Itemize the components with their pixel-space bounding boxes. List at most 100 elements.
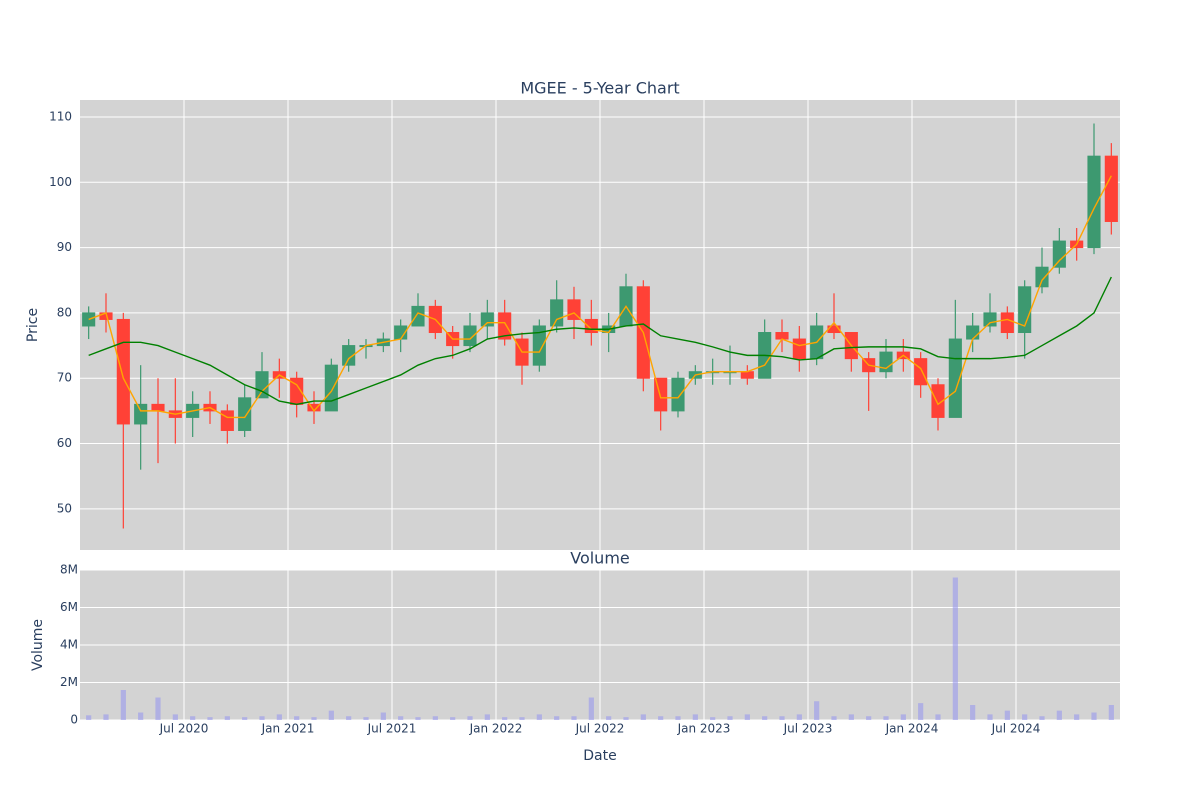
volume-bar	[172, 714, 178, 720]
volume-bar	[1039, 716, 1045, 720]
volume-bar	[796, 714, 802, 720]
volume-bar	[623, 717, 629, 720]
y-tick-label: 80	[57, 305, 72, 319]
x-tick-label: Jan 2024	[885, 722, 939, 736]
candle-body	[914, 358, 928, 386]
volume-bar	[848, 714, 854, 720]
volume-bar	[276, 714, 282, 720]
volume-bar	[1091, 712, 1097, 720]
volume-bar	[259, 716, 265, 720]
volume-axis-title: Volume	[30, 619, 46, 671]
volume-bar	[900, 714, 906, 720]
candle-body	[532, 325, 546, 366]
candle-body	[342, 345, 356, 366]
volume-bar	[155, 697, 161, 720]
x-tick-label: Jan 2022	[469, 722, 523, 736]
volume-bar	[952, 577, 958, 720]
x-tick-label: Jul 2023	[783, 722, 833, 736]
candle-body	[550, 299, 564, 327]
volume-bar	[1108, 705, 1114, 720]
y-tick-label: 8M	[60, 563, 78, 577]
volume-bar	[224, 716, 230, 720]
volume-bar	[328, 710, 334, 720]
volume-bar	[1056, 710, 1062, 720]
candle-body	[324, 364, 338, 412]
candle-body	[1052, 240, 1066, 268]
x-axis-title: Date	[583, 748, 616, 764]
candle-body	[220, 410, 234, 431]
volume-bar	[346, 716, 352, 720]
candle-body	[1104, 155, 1118, 222]
y-tick-label: 4M	[60, 638, 78, 652]
volume-bar	[987, 714, 993, 720]
volume-bar	[675, 716, 681, 720]
candle-body	[116, 318, 130, 425]
x-tick-label: Jan 2023	[677, 722, 731, 736]
volume-bar	[831, 716, 837, 720]
volume-bar	[363, 717, 369, 720]
y-tick-label: 50	[57, 501, 72, 515]
volume-bar	[138, 712, 144, 720]
moving-average-line	[88, 175, 1112, 419]
volume-bar	[779, 716, 785, 720]
volume-bar	[606, 716, 612, 720]
y-tick-label: 70	[57, 371, 72, 385]
volume-bar	[1004, 710, 1010, 720]
candle-body	[966, 325, 980, 340]
candle-body	[740, 371, 754, 379]
candle-body	[1000, 312, 1014, 334]
candle-body	[238, 397, 252, 431]
volume-bar	[103, 714, 109, 720]
volume-bar	[970, 705, 976, 720]
volume-bar	[727, 716, 733, 720]
candle-body	[1035, 266, 1049, 288]
volume-bar	[658, 716, 664, 720]
volume-bar	[467, 716, 473, 720]
volume-bar	[918, 703, 924, 720]
candle-body	[792, 338, 806, 360]
volume-bar	[883, 716, 889, 720]
y-axis-title: Price	[25, 308, 41, 342]
candle-body	[498, 312, 512, 340]
volume-bar	[640, 714, 646, 720]
volume-title: Volume	[570, 549, 630, 568]
volume-bar	[814, 701, 820, 720]
volume-bar	[450, 717, 456, 720]
volume-bar	[1022, 714, 1028, 720]
volume-bar	[692, 714, 698, 720]
volume-bar	[415, 717, 421, 720]
x-tick-label: Jul 2024	[991, 722, 1041, 736]
volume-bar	[935, 714, 941, 720]
y-tick-label: 90	[57, 240, 72, 254]
candle-body	[480, 312, 494, 327]
candle-body	[411, 305, 425, 327]
x-tick-label: Jul 2020	[159, 722, 209, 736]
volume-bar	[86, 715, 92, 720]
moving-average-line	[88, 276, 1112, 406]
volume-bar	[190, 716, 196, 720]
volume-bar	[311, 717, 317, 720]
volume-bar	[571, 716, 577, 720]
volume-bar	[710, 717, 716, 720]
volume-bar	[380, 712, 386, 720]
volume-bar	[1074, 714, 1080, 720]
y-tick-label: 2M	[60, 675, 78, 689]
x-tick-label: Jul 2022	[575, 722, 625, 736]
volume-bar	[294, 716, 300, 720]
volume-bar	[207, 717, 213, 720]
candle-body	[463, 325, 477, 347]
volume-bar	[554, 716, 560, 720]
y-tick-label: 110	[49, 109, 72, 123]
candle-body	[134, 403, 148, 425]
volume-bar	[398, 716, 404, 720]
volume-bar	[120, 690, 126, 720]
chart-title: MGEE - 5-Year Chart	[520, 79, 679, 98]
volume-bar	[762, 716, 768, 720]
volume-bar	[536, 714, 542, 720]
volume-bar	[502, 717, 508, 720]
x-tick-label: Jan 2021	[261, 722, 315, 736]
y-tick-label: 100	[49, 175, 72, 189]
candle-body	[671, 377, 685, 412]
volume-bar	[866, 716, 872, 720]
